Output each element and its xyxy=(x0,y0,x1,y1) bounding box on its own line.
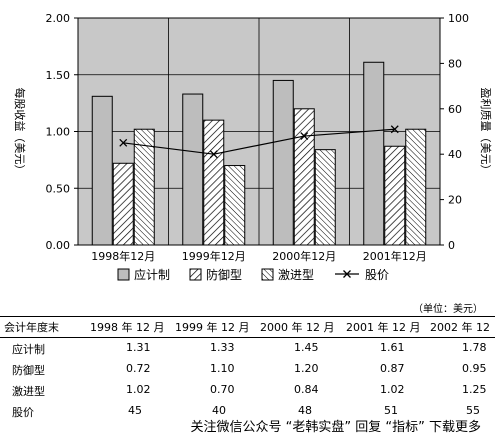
table-cell: 55 xyxy=(466,404,480,417)
bar xyxy=(363,61,385,246)
y-tick-label: 0.00 xyxy=(46,239,71,252)
legend-swatch xyxy=(261,268,274,281)
table-cell: 1.10 xyxy=(210,362,235,375)
table-row: 防御型 0.72 1.10 1.20 0.87 0.95 xyxy=(0,360,495,380)
legend-label: 激进型 xyxy=(278,268,314,282)
table-header-cell: 会计年度末 xyxy=(4,321,59,334)
table-cell: 0.87 xyxy=(380,362,405,375)
table-cell: 0.95 xyxy=(462,362,487,375)
bar xyxy=(224,165,246,246)
bar xyxy=(314,149,336,246)
legend-label: 股价 xyxy=(365,268,389,282)
table-cell: 1.33 xyxy=(210,341,235,354)
y-tick-label: 2.00 xyxy=(46,12,71,25)
price-marker xyxy=(119,138,128,147)
bar xyxy=(112,162,134,246)
table-header-cell: 2002 年 12 xyxy=(430,321,490,334)
table-cell: 1.20 xyxy=(294,362,319,375)
table-cell: 1.02 xyxy=(126,383,151,396)
legend-swatch xyxy=(117,268,130,281)
bar xyxy=(182,93,204,246)
y-tick-label: 1.50 xyxy=(46,69,71,82)
bar xyxy=(133,128,155,246)
price-line xyxy=(123,128,395,155)
y-tick-label: 0.50 xyxy=(46,182,71,195)
bar xyxy=(293,108,315,246)
table-header-cell: 1999 年 12 月 xyxy=(175,321,250,334)
bar xyxy=(384,145,406,246)
y-axis-label: 每股收益（美元） xyxy=(13,88,27,176)
price-marker xyxy=(300,132,309,140)
bar xyxy=(203,119,225,246)
x-tick-label: 1999年12月 xyxy=(182,249,246,263)
bar xyxy=(405,128,427,246)
table-row: 应计制 1.31 1.33 1.45 1.61 1.78 xyxy=(0,339,495,359)
unit-note: （单位：美元） xyxy=(413,304,483,315)
table-header-cell: 2000 年 12 月 xyxy=(260,321,335,334)
watermark-banner: 关注微信公众号 “老韩实盘” 回复 “指标” 下载更多 xyxy=(184,414,487,437)
table-row: 股价 45 40 48 51 55 xyxy=(0,402,495,422)
row-label: 防御型 xyxy=(12,364,45,377)
y-tick-label: 1.00 xyxy=(46,126,71,139)
table-header-row: 会计年度末 1998 年 12 月 1999 年 12 月 2000 年 12 … xyxy=(0,316,495,338)
bar xyxy=(272,79,294,246)
x-tick-label: 1998年12月 xyxy=(91,249,155,263)
bar xyxy=(91,95,113,246)
y2-tick-label: 0 xyxy=(448,239,455,252)
table-cell: 48 xyxy=(298,404,312,417)
table-cell: 0.70 xyxy=(210,383,235,396)
table-cell: 51 xyxy=(384,404,398,417)
table-cell: 0.84 xyxy=(294,383,319,396)
price-marker xyxy=(209,150,218,159)
table-cell: 40 xyxy=(212,404,226,417)
legend-label: 防御型 xyxy=(206,267,242,282)
y2-tick-label: 20 xyxy=(448,194,462,207)
table-cell: 1.78 xyxy=(462,341,487,354)
table-cell: 1.61 xyxy=(380,341,405,354)
table-cell: 0.72 xyxy=(126,362,151,375)
chart: 0.00 0.50 1.00 1.50 2.00 0 20 40 60 80 100 每股收益（美元）… xyxy=(13,12,492,282)
y2-tick-label: 100 xyxy=(448,12,469,25)
x-tick-label: 2000年12月 xyxy=(272,249,336,263)
table-cell: 1.31 xyxy=(126,341,151,354)
legend-swatch xyxy=(189,268,202,281)
table-cell: 1.45 xyxy=(294,341,319,354)
legend-marker xyxy=(343,270,351,278)
row-label: 股价 xyxy=(12,406,34,419)
table-cell: 45 xyxy=(128,404,142,417)
y2-tick-label: 60 xyxy=(448,103,462,116)
y2-tick-label: 80 xyxy=(448,57,462,70)
table-header-cell: 2001 年 12 月 xyxy=(346,321,421,334)
table-cell: 1.02 xyxy=(380,383,405,396)
y2-tick-label: 40 xyxy=(448,148,462,161)
table-cell: 1.25 xyxy=(462,383,487,396)
y2-axis-label: 盈利质量（美元） xyxy=(479,88,492,176)
x-tick-label: 2001年12月 xyxy=(363,249,427,263)
table-row: 激进型 1.02 0.70 0.84 1.02 1.25 xyxy=(0,381,495,401)
price-marker xyxy=(390,125,399,134)
row-label: 激进型 xyxy=(12,385,45,398)
table-header-cell: 1998 年 12 月 xyxy=(90,321,165,334)
row-label: 应计制 xyxy=(12,343,45,356)
legend-label: 应计制 xyxy=(134,267,170,282)
